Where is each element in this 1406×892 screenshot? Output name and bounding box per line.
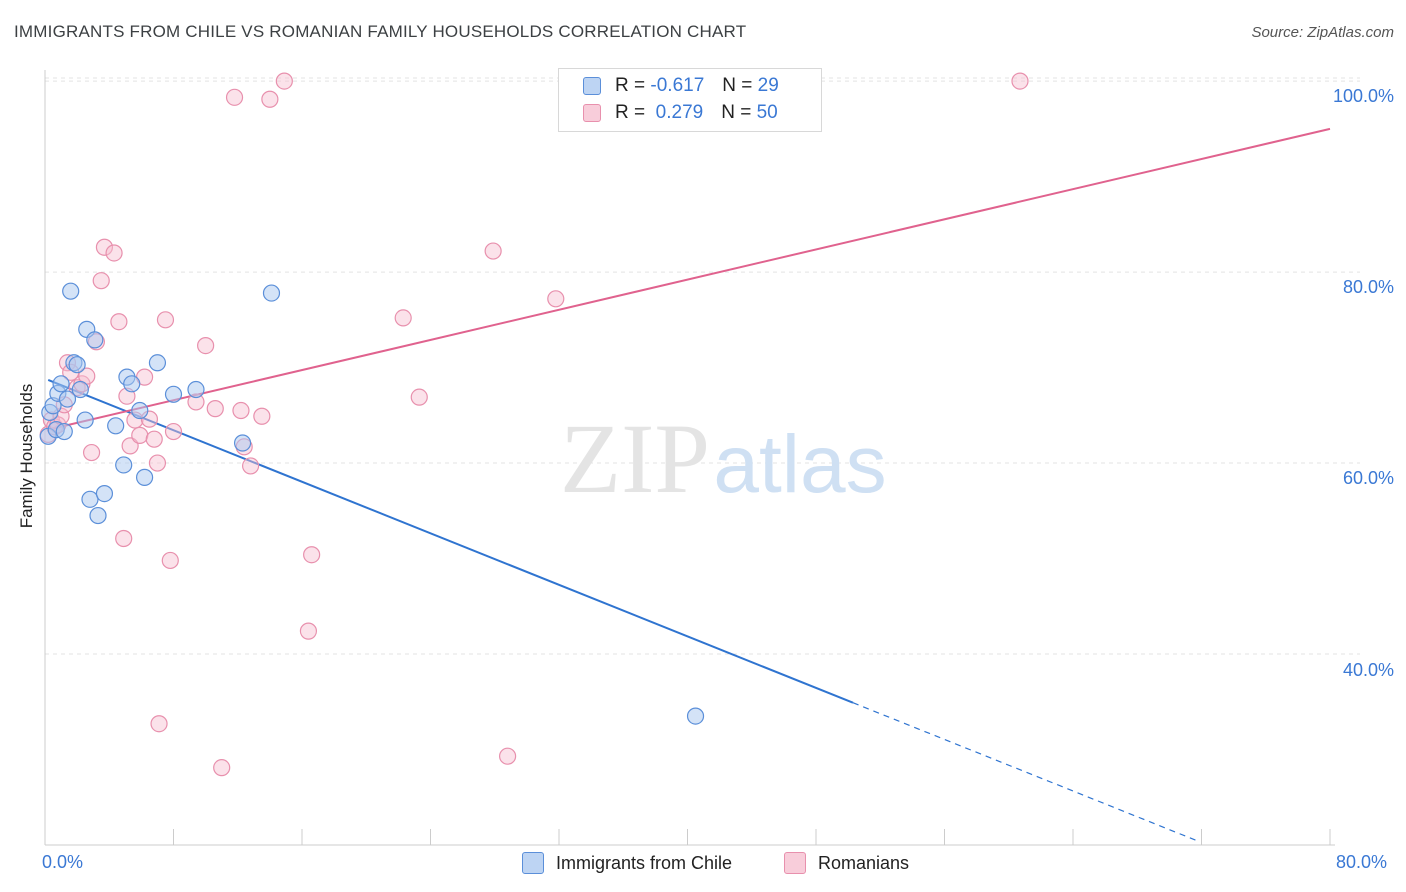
point-romanians	[110, 313, 128, 331]
point-romanians	[115, 529, 133, 548]
axes	[44, 70, 1335, 846]
point-romanians	[213, 759, 231, 777]
legend-row-chile: R = -0.617 N = 29	[583, 75, 779, 97]
source-credit: Source: ZipAtlas.com	[1251, 24, 1394, 41]
correlation-legend: R = -0.617 N = 29 R = 0.279 N = 50	[558, 68, 822, 132]
data-points	[39, 72, 1029, 777]
grid-lines	[45, 77, 1360, 655]
point-romanians	[121, 437, 139, 455]
point-romanians	[150, 715, 168, 733]
trend-line-chile-extension	[852, 702, 1197, 842]
point-romanians	[131, 426, 149, 444]
legend-n-label: N =	[722, 75, 753, 96]
point-romanians	[82, 443, 101, 462]
point-romanians	[275, 72, 293, 90]
point-chile	[233, 434, 252, 452]
point-chile	[95, 485, 114, 503]
point-chile	[68, 356, 86, 374]
point-chile	[62, 282, 80, 300]
point-romanians	[92, 272, 110, 290]
bottom-legend-chile: Immigrants from Chile	[522, 852, 732, 874]
point-chile	[187, 380, 205, 399]
point-chile	[262, 284, 281, 302]
point-romanians	[394, 309, 412, 327]
chart-title: IMMIGRANTS FROM CHILE VS ROMANIAN FAMILY…	[14, 22, 747, 41]
y-tick-label-100: 100.0%	[1332, 86, 1394, 106]
trend-line-romanians	[47, 127, 1331, 431]
legend-r-value-romanians: 0.279	[655, 102, 704, 123]
point-romanians	[261, 90, 279, 108]
legend-r-label: R =	[615, 102, 646, 123]
bottom-legend-label-chile: Immigrants from Chile	[556, 852, 733, 873]
point-chile	[135, 468, 154, 486]
point-romanians	[95, 238, 114, 256]
watermark-zip: ZIP	[560, 403, 710, 514]
point-chile	[52, 375, 70, 393]
point-chile	[81, 490, 99, 508]
point-romanians	[410, 388, 428, 406]
point-romanians	[484, 242, 502, 260]
y-axis-label: Family Households	[17, 383, 36, 529]
legend-r-value-chile: -0.617	[650, 75, 705, 96]
point-romanians	[148, 454, 167, 472]
point-romanians	[242, 457, 260, 475]
bottom-legend-swatch-romanians	[784, 852, 806, 874]
point-chile	[131, 401, 149, 420]
point-romanians	[206, 400, 224, 418]
point-chile	[123, 375, 141, 393]
point-romanians	[232, 401, 250, 420]
bottom-legend-swatch-chile	[522, 852, 544, 874]
point-chile	[86, 331, 104, 349]
point-romanians	[161, 551, 179, 570]
bottom-legend-label-romanians: Romanians	[818, 852, 910, 873]
legend-r-label: R =	[615, 75, 646, 96]
point-chile	[76, 411, 94, 429]
point-chile	[686, 707, 705, 725]
point-chile	[89, 506, 107, 525]
point-romanians	[1011, 72, 1029, 90]
point-romanians	[303, 546, 321, 564]
point-chile	[55, 422, 73, 441]
point-chile	[71, 380, 89, 399]
point-romanians	[164, 422, 183, 441]
legend-swatch-romanians	[583, 104, 601, 122]
legend-n-label: N =	[721, 102, 752, 123]
y-tick-label-60: 60.0%	[1342, 468, 1394, 488]
point-romanians	[225, 88, 244, 106]
point-romanians	[253, 407, 271, 425]
trend-lines	[47, 127, 1331, 842]
trend-line-chile	[47, 379, 854, 704]
bottom-legend-romanians: Romanians	[784, 852, 909, 874]
legend-n-value-romanians: 50	[756, 102, 778, 123]
point-romanians	[145, 430, 163, 448]
legend-row-romanians: R = 0.279 N = 50	[583, 102, 778, 124]
point-romanians	[197, 336, 215, 355]
legend-n-value-chile: 29	[757, 75, 779, 96]
point-chile	[164, 385, 183, 403]
point-chile	[58, 390, 77, 408]
point-romanians	[547, 290, 565, 308]
point-romanians	[156, 311, 175, 329]
x-tick-label-min: 0.0%	[42, 852, 84, 872]
point-chile	[107, 417, 125, 435]
point-romanians	[105, 244, 123, 262]
point-chile	[115, 456, 133, 474]
x-tick-label-max: 80.0%	[1336, 852, 1388, 872]
y-tick-label-80: 80.0%	[1342, 277, 1394, 297]
point-chile	[148, 354, 167, 372]
legend-swatch-chile	[583, 77, 601, 95]
y-tick-label-40: 40.0%	[1342, 660, 1394, 680]
watermark-atlas: atlas	[713, 419, 886, 510]
point-romanians	[299, 622, 318, 640]
point-romanians	[499, 747, 517, 765]
